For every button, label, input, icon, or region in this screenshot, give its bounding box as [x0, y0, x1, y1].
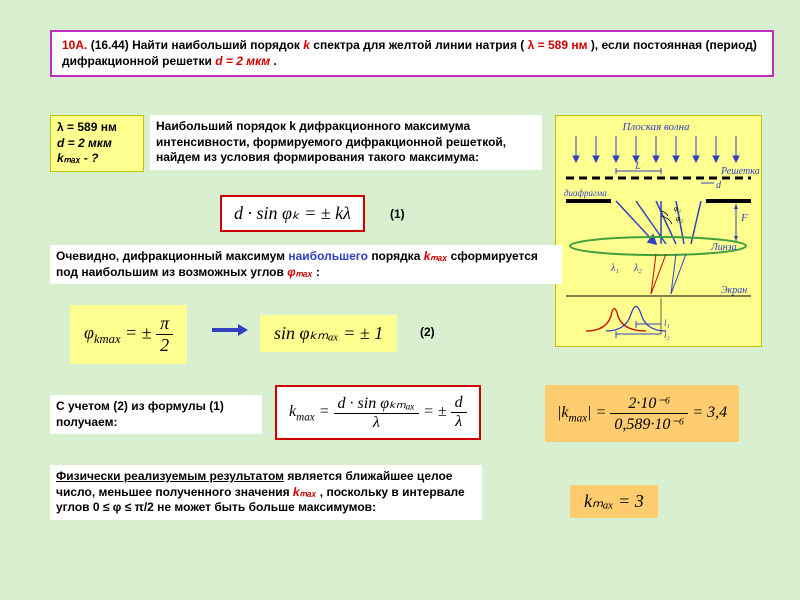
svg-text:Экран: Экран: [721, 285, 747, 296]
eq: =: [315, 403, 334, 420]
diffraction-diagram: Плоская волна L Решетка d диафрагма φ₁ φ…: [555, 115, 762, 347]
kmax: kₘₐₓ: [293, 485, 317, 499]
explanation-1: Наибольший порядок k дифракционного макс…: [150, 115, 542, 170]
t: Физически реализуемым результатом: [56, 469, 284, 483]
sub: kmax: [94, 332, 121, 346]
t: :: [316, 265, 320, 279]
den: λ: [334, 414, 420, 432]
svg-text:λ₂: λ₂: [633, 263, 642, 274]
t: Очевидно, дифракционный максимум: [56, 249, 288, 263]
svg-text:φ₁: φ₁: [674, 204, 681, 213]
den: 0,589·10⁻⁶: [610, 414, 688, 434]
d: d = 2 мкм: [215, 54, 270, 68]
svg-text:l₂: l₂: [664, 330, 670, 340]
t: порядка: [371, 249, 423, 263]
formula-2: φkmax = ± π2: [70, 305, 187, 364]
lambda: λ = 589 нм: [528, 38, 588, 52]
num: d · sin φₖₘₐₓ: [334, 393, 420, 414]
svg-text:F: F: [740, 212, 748, 224]
den: λ: [451, 413, 467, 431]
diagram-svg: Плоская волна L Решетка d диафрагма φ₁ φ…: [556, 116, 761, 346]
problem-ref: (16.44): [91, 38, 129, 52]
l: |k: [557, 404, 569, 421]
svg-text:Решетка: Решетка: [720, 166, 760, 177]
formula-1-num: (1): [390, 207, 405, 221]
num: d: [451, 394, 467, 413]
svg-text:Линза: Линза: [710, 242, 737, 253]
svg-text:диафрагма: диафрагма: [564, 188, 607, 198]
svg-text:Плоская волна: Плоская волна: [621, 121, 690, 133]
den: 2: [156, 335, 173, 356]
problem-label: 10А.: [62, 38, 87, 52]
svg-text:λ₁: λ₁: [610, 263, 619, 274]
svg-text:φ₂: φ₂: [676, 214, 683, 223]
t: Найти наибольший порядок: [132, 38, 303, 52]
arrow-icon: [210, 320, 250, 343]
k: k: [303, 38, 310, 52]
sub: max: [569, 412, 588, 424]
final-answer: kₘₐₓ = 3: [570, 485, 658, 518]
phimax: φₘₐₓ: [287, 265, 312, 279]
explanation-3: С учетом (2) из формулы (1) получаем:: [50, 395, 262, 434]
mid: | =: [587, 404, 610, 421]
formula-3: sin φₖₘₐₓ = ± 1: [260, 315, 397, 352]
num: 2·10⁻⁶: [610, 393, 688, 414]
formula-numeric: |kmax| = 2·10⁻⁶0,589·10⁻⁶ = 3,4: [545, 385, 739, 442]
explanation-2: Очевидно, дифракционный максимум наиболь…: [50, 245, 562, 284]
formula-1: d · sin φₖ = ± kλ: [220, 195, 365, 232]
kmax: kₘₐₓ: [424, 249, 448, 263]
svg-text:L: L: [634, 161, 641, 172]
svg-text:l₁: l₁: [664, 318, 670, 328]
conclusion: Физически реализуемым результатом являет…: [50, 465, 482, 520]
d: d = 2 мкм: [57, 136, 137, 152]
t: .: [273, 54, 276, 68]
problem-statement: 10А. (16.44) Найти наибольший порядок k …: [50, 30, 774, 77]
lambda: λ = 589 нм: [57, 120, 137, 136]
eq: = ±: [121, 323, 157, 343]
kmax: kₘₐₓ - ?: [57, 151, 137, 167]
res: = 3,4: [688, 404, 727, 421]
t: спектра для желтой линии натрия (: [313, 38, 524, 52]
phi: φ: [84, 323, 94, 343]
svg-text:d: d: [716, 180, 722, 191]
formula-kmax: kmax = d · sin φₖₘₐₓλ = ± dλ: [275, 385, 481, 440]
sub: max: [296, 411, 315, 423]
mid: = ±: [419, 403, 451, 420]
t: наибольшего: [288, 249, 368, 263]
given-block: λ = 589 нм d = 2 мкм kₘₐₓ - ?: [50, 115, 144, 172]
formula-2-num: (2): [420, 325, 435, 339]
num: π: [156, 313, 173, 335]
